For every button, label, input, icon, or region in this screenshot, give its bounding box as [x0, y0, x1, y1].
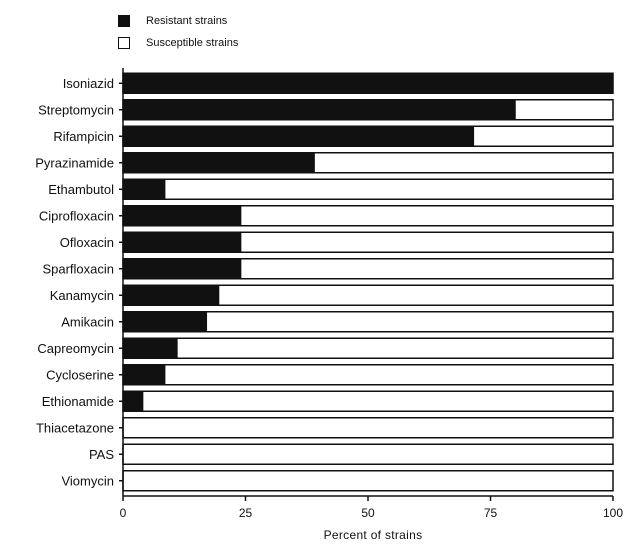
bar-susceptible-streptomycin	[514, 99, 614, 121]
bar-resistant-ethionamide	[122, 390, 144, 412]
legend-label-susceptible: Susceptible strains	[146, 37, 239, 49]
legend-item-susceptible: Susceptible strains	[118, 32, 238, 54]
bar-resistant-rifampicin	[122, 125, 475, 147]
y-tick-label: Ciprofloxacin	[39, 208, 114, 223]
x-axis-label: Percent of strains	[323, 528, 423, 542]
bar-susceptible-thiacetazone	[122, 417, 614, 439]
x-tick-label: 25	[239, 506, 253, 520]
y-tick-label: PAS	[89, 447, 114, 462]
y-tick-label: Ofloxacin	[60, 235, 114, 250]
bar-resistant-capreomycin	[122, 337, 178, 359]
y-tick-label: Pyrazinamide	[35, 155, 114, 170]
legend-label-resistant: Resistant strains	[146, 15, 228, 27]
bar-resistant-ciprofloxacin	[122, 205, 242, 227]
bar-susceptible-ethionamide	[141, 390, 614, 412]
y-tick-label: Capreomycin	[37, 341, 114, 356]
legend-item-resistant: Resistant strains	[118, 10, 238, 32]
bar-resistant-amikacin	[122, 311, 208, 333]
bar-susceptible-capreomycin	[176, 337, 614, 359]
x-tick-label: 100	[603, 506, 623, 520]
bar-resistant-ofloxacin	[122, 231, 242, 253]
bar-resistant-cycloserine	[122, 364, 166, 386]
bar-resistant-pyrazinamide	[122, 152, 315, 174]
y-tick-label: Cycloserine	[46, 367, 114, 382]
y-tick-label: Viomycin	[61, 473, 114, 488]
bar-resistant-ethambutol	[122, 178, 166, 200]
bar-susceptible-kanamycin	[217, 284, 614, 306]
x-tick-label: 75	[484, 506, 498, 520]
x-tick-label: 0	[120, 506, 127, 520]
bar-resistant-isoniazid	[122, 72, 614, 94]
legend: Resistant strains Susceptible strains	[118, 10, 238, 54]
bar-susceptible-sparfloxacin	[239, 258, 614, 280]
y-tick-label: Amikacin	[61, 314, 114, 329]
y-tick-label: Thiacetazone	[36, 420, 114, 435]
y-tick-label: Kanamycin	[50, 288, 114, 303]
legend-swatch-susceptible	[118, 37, 130, 49]
bar-susceptible-viomycin	[122, 470, 614, 492]
bar-susceptible-rifampicin	[472, 125, 614, 147]
y-tick-label: Ethambutol	[48, 182, 114, 197]
bar-susceptible-pyrazinamide	[313, 152, 614, 174]
y-tick-label: Isoniazid	[63, 76, 114, 91]
bar-susceptible-ciprofloxacin	[239, 205, 614, 227]
y-tick-label: Streptomycin	[38, 102, 114, 117]
y-tick-label: Sparfloxacin	[42, 261, 114, 276]
bar-susceptible-ofloxacin	[239, 231, 614, 253]
bar-susceptible-amikacin	[205, 311, 614, 333]
y-tick-label: Ethionamide	[42, 394, 114, 409]
legend-swatch-resistant	[118, 15, 130, 27]
bar-resistant-streptomycin	[122, 99, 516, 121]
y-tick-label: Rifampicin	[53, 129, 114, 144]
bar-susceptible-ethambutol	[163, 178, 614, 200]
bar-susceptible-pas	[122, 443, 614, 465]
bar-resistant-sparfloxacin	[122, 258, 242, 280]
x-tick-label: 50	[361, 506, 375, 520]
bar-resistant-kanamycin	[122, 284, 220, 306]
bar-susceptible-cycloserine	[163, 364, 614, 386]
